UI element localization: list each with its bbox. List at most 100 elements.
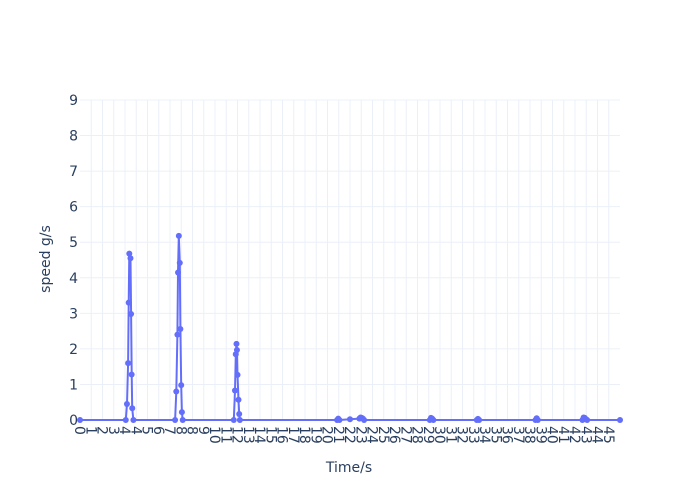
x-tick-label: 25 — [375, 426, 391, 444]
data-point — [347, 416, 353, 423]
data-point — [584, 417, 591, 423]
data-point — [127, 255, 134, 262]
y-tick-label: 5 — [69, 235, 78, 251]
x-tick-label: 5 — [139, 426, 155, 435]
data-point — [177, 325, 184, 332]
x-tick-label: 37 — [510, 426, 526, 444]
data-point — [336, 417, 343, 423]
data-point — [617, 417, 623, 423]
data-point — [230, 417, 237, 423]
data-point — [175, 269, 182, 276]
data-point — [476, 417, 483, 423]
x-tick-label: 21 — [330, 426, 346, 444]
x-tick-label: 4 — [127, 426, 143, 435]
data-point — [128, 311, 135, 318]
x-tick-label: 8 — [184, 426, 200, 435]
x-tick-label: 32 — [454, 426, 470, 444]
x-tick-label: 2 — [94, 426, 110, 435]
data-point — [175, 232, 182, 239]
x-tick-label: 18 — [296, 426, 312, 444]
x-tick-label: 38 — [521, 426, 537, 444]
y-tick-label: 9 — [69, 93, 78, 109]
data-point — [122, 417, 129, 423]
y-tick-label: 7 — [69, 164, 78, 180]
x-tick-label: 3 — [105, 426, 121, 435]
x-tick-label: 6 — [150, 426, 166, 435]
data-point — [174, 331, 181, 338]
x-tick-label: 28 — [409, 426, 425, 444]
x-tick-label: 40 — [544, 426, 560, 444]
x-axis-ticks: 0123445678891011121314151617181920212223… — [71, 426, 616, 444]
x-tick-label: 16 — [274, 426, 290, 444]
data-point — [236, 410, 243, 417]
x-tick-label: 13 — [240, 426, 256, 444]
x-tick-label: 7 — [161, 426, 177, 435]
x-axis-title: Time/s — [325, 460, 372, 476]
data-point — [129, 405, 136, 412]
data-point — [125, 299, 132, 306]
data-point — [173, 388, 180, 395]
data-point — [130, 417, 137, 423]
data-point — [176, 259, 183, 266]
y-tick-label: 4 — [69, 271, 78, 287]
y-tick-label: 8 — [69, 129, 78, 145]
y-axis-ticks: 0 1 2 3 4 5 6 7 8 9 — [69, 93, 78, 429]
data-point — [233, 346, 240, 353]
x-tick-label: 35 — [487, 426, 503, 444]
x-tick-label: 12 — [229, 426, 245, 444]
data-point — [77, 417, 83, 423]
data-point — [236, 417, 243, 423]
data-point — [178, 409, 185, 416]
x-tick-label: 22 — [341, 426, 357, 444]
x-tick-label: 11 — [217, 426, 233, 444]
x-tick-label: 19 — [307, 426, 323, 444]
data-point — [172, 417, 179, 423]
x-tick-label: 44 — [589, 426, 605, 444]
y-tick-label: 6 — [69, 200, 78, 216]
x-tick-label: 10 — [206, 426, 222, 444]
x-tick-label: 26 — [386, 426, 402, 444]
x-tick-label: 0 — [71, 426, 87, 435]
x-tick-label: 43 — [577, 426, 593, 444]
data-point — [179, 417, 186, 423]
data-point — [123, 401, 130, 407]
x-tick-label: 4 — [116, 426, 132, 435]
x-tick-label: 39 — [532, 426, 548, 444]
data-point — [534, 417, 541, 423]
data-point — [231, 387, 238, 394]
x-tick-label: 27 — [397, 426, 413, 444]
x-tick-label: 17 — [285, 426, 301, 444]
x-tick-label: 33 — [465, 426, 481, 444]
data-point — [430, 417, 437, 423]
x-tick-label: 8 — [172, 426, 188, 435]
y-tick-label: 0 — [69, 413, 78, 429]
data-point — [126, 250, 133, 257]
x-tick-label: 15 — [262, 426, 278, 444]
x-tick-label: 36 — [499, 426, 515, 444]
data-point — [234, 371, 241, 378]
grid-lines — [80, 99, 620, 420]
series-layer — [77, 232, 623, 423]
x-tick-label: 14 — [251, 426, 267, 444]
x-tick-label: 24 — [364, 426, 380, 444]
x-tick-label: 42 — [566, 426, 582, 444]
data-point — [233, 340, 240, 347]
x-tick-label: 29 — [420, 426, 436, 444]
data-point — [125, 360, 132, 367]
y-tick-label: 3 — [69, 306, 78, 322]
data-point — [178, 382, 185, 389]
x-tick-label: 34 — [476, 426, 492, 444]
data-point — [361, 417, 368, 423]
x-tick-label: 45 — [600, 426, 616, 444]
x-tick-label: 9 — [195, 426, 211, 435]
data-point — [128, 371, 135, 378]
data-point — [235, 396, 242, 403]
x-tick-label: 30 — [431, 426, 447, 444]
y-axis-title: speed g/s — [38, 225, 54, 293]
y-tick-label: 1 — [69, 377, 78, 393]
x-tick-label: 23 — [352, 426, 368, 444]
x-tick-label: 31 — [442, 426, 458, 444]
x-tick-label: 20 — [319, 426, 335, 444]
x-tick-label: 1 — [82, 426, 98, 435]
